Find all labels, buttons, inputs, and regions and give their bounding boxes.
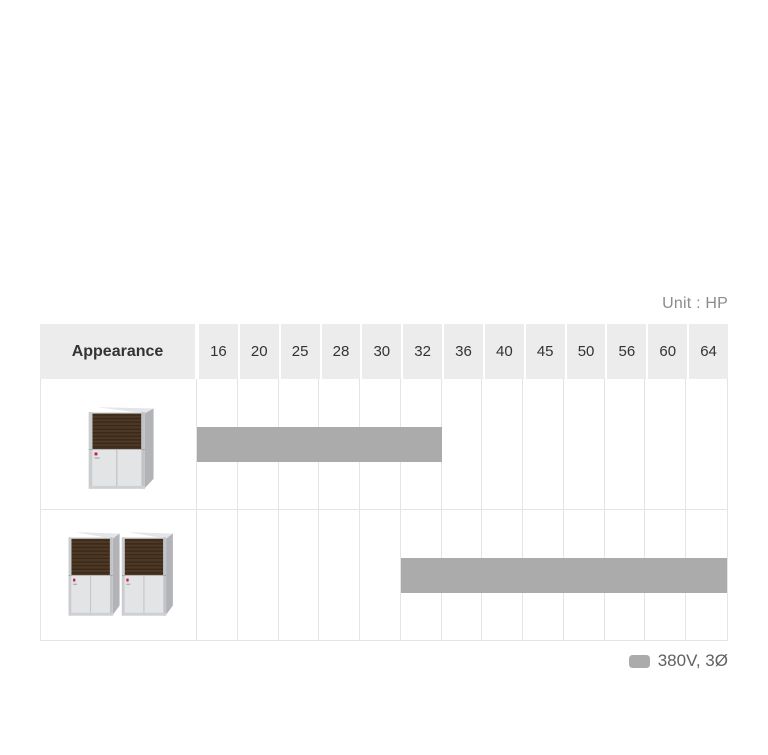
capacity-lineup-table: Appearance 16 20 25 28 30 32 36 40 45 50 56 60 64 <box>40 324 728 641</box>
dual-outdoor-unit-image <box>64 530 174 620</box>
hp-header-cell-60: 60 <box>646 324 688 379</box>
voltage-legend: 380V, 3Ø <box>628 650 728 672</box>
grid-cell-50 <box>564 379 605 509</box>
legend-swatch <box>628 654 650 668</box>
hp-header-cell-16: 16 <box>197 324 238 379</box>
hp-header-cell-36: 36 <box>442 324 483 379</box>
grid-cell-28 <box>319 510 361 640</box>
capacity-bar-32-64hp <box>400 557 727 593</box>
hp-header-cell-32: 32 <box>401 324 443 379</box>
capacity-bar-16-32hp <box>197 426 442 462</box>
grid-cell-30 <box>360 510 401 640</box>
hp-header-cell-50: 50 <box>564 324 606 379</box>
grid-cell-16 <box>197 510 238 640</box>
table-row-32-64hp <box>41 509 727 640</box>
grid-cell-60 <box>645 379 687 509</box>
legend-label: 380V, 3Ø <box>657 651 728 670</box>
table-body <box>40 379 728 641</box>
grid-cell-25 <box>279 510 320 640</box>
grid-cell-56 <box>605 379 646 509</box>
unit-label: Unit : HP <box>662 295 728 312</box>
hp-header-cell-28: 28 <box>319 324 361 379</box>
appearance-cell <box>41 379 197 509</box>
hp-header-cell-30: 30 <box>360 324 402 379</box>
hp-header-cell-64: 64 <box>687 324 728 379</box>
hp-header-cell-25: 25 <box>278 324 320 379</box>
appearance-column-header: Appearance <box>40 324 197 379</box>
grid-cell-36 <box>442 379 483 509</box>
appearance-cell <box>41 510 197 640</box>
single-outdoor-unit-image <box>83 405 155 493</box>
grid-cell-40 <box>482 379 524 509</box>
hp-header-cell-45: 45 <box>523 324 565 379</box>
grid-cell-20 <box>238 510 279 640</box>
grid-cell-45 <box>523 379 564 509</box>
hp-header-cell-20: 20 <box>237 324 279 379</box>
table-header: Appearance 16 20 25 28 30 32 36 40 45 50 56 60 64 <box>40 324 728 379</box>
table-row-16-32hp <box>41 379 727 509</box>
hp-header-cell-40: 40 <box>482 324 524 379</box>
grid-cell-64 <box>686 379 727 509</box>
hp-header-cell-56: 56 <box>605 324 647 379</box>
